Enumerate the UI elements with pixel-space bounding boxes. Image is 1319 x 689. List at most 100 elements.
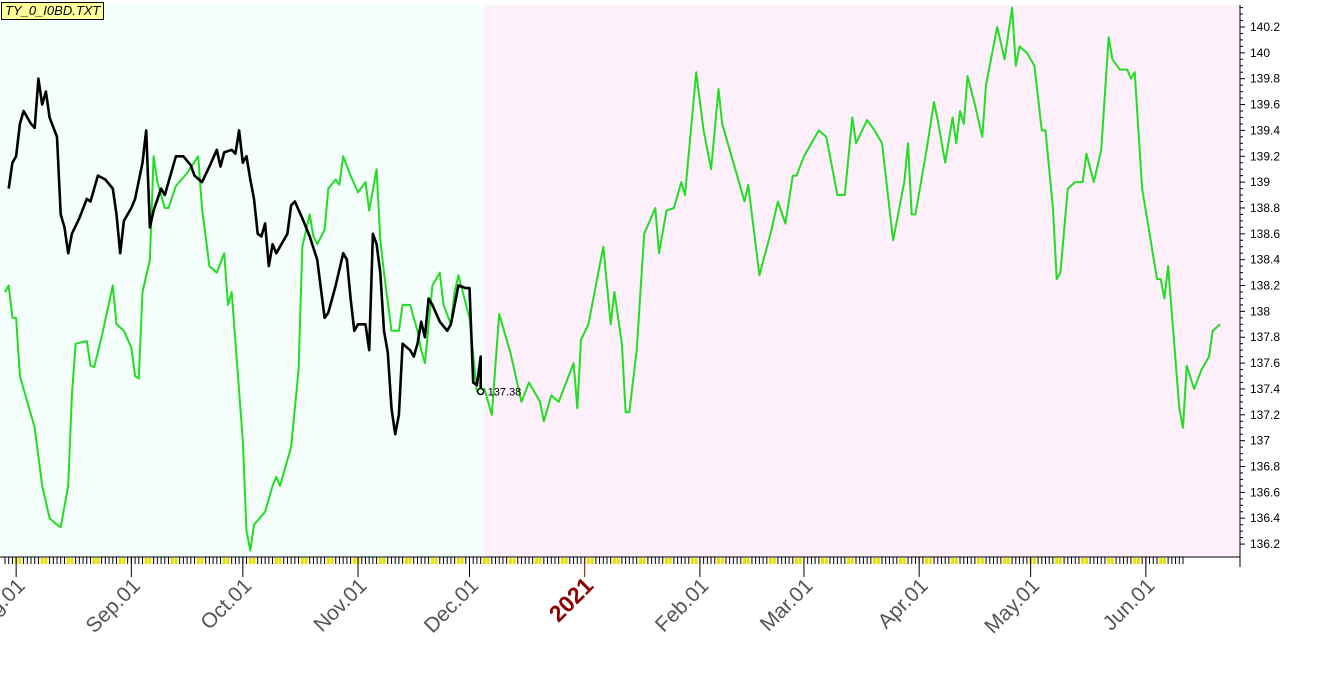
y-tick-label: 137 (1250, 434, 1270, 448)
x-tick-label: Jun.01 (1099, 574, 1160, 635)
weekend-tick (118, 558, 122, 564)
weekend-tick (902, 558, 906, 564)
weekend-tick (330, 558, 334, 564)
weekend-tick (769, 558, 773, 564)
weekend-tick (300, 558, 304, 564)
weekend-tick (538, 558, 542, 564)
weekend-tick (564, 558, 568, 564)
y-tick-label: 136.4 (1250, 511, 1280, 525)
weekend-tick (408, 558, 412, 564)
weekend-tick (430, 558, 434, 564)
weekend-tick (222, 558, 226, 564)
weekend-tick (925, 558, 929, 564)
weekend-tick (1110, 558, 1114, 564)
weekend-tick (664, 558, 668, 564)
x-axis: Aug.01 Sep.01 Oct.01 Nov.01 Dec.01 2021 Feb.01… (0, 556, 1240, 638)
weekend-tick (404, 558, 408, 564)
y-tick-label: 136.8 (1250, 460, 1280, 474)
weekend-tick (1136, 558, 1140, 564)
weekend-tick (434, 558, 438, 564)
weekend-tick (148, 558, 152, 564)
y-tick-label: 138.2 (1250, 279, 1280, 293)
weekend-tick (1003, 558, 1007, 564)
weekend-tick (847, 558, 851, 564)
weekend-tick (668, 558, 672, 564)
y-tick-label: 136.6 (1250, 485, 1280, 499)
weekend-tick (456, 558, 460, 564)
y-tick-label: 137.4 (1250, 382, 1280, 396)
weekend-tick (352, 558, 356, 564)
weekend-tick (534, 558, 538, 564)
weekend-tick (18, 558, 22, 564)
weekend-tick (248, 558, 252, 564)
weekend-tick (612, 558, 616, 564)
y-tick-label: 137.6 (1250, 356, 1280, 370)
weekend-tick (508, 558, 512, 564)
weekend-tick (690, 558, 694, 564)
y-tick-label: 138 (1250, 304, 1270, 318)
weekend-tick (642, 558, 646, 564)
x-tick-label: Dec.01 (420, 574, 483, 637)
weekend-tick (716, 558, 720, 564)
weekend-tick (743, 558, 747, 564)
y-tick-label: 140.2 (1250, 20, 1280, 34)
weekend-tick (586, 558, 590, 564)
weekend-tick (482, 558, 486, 564)
weekend-tick (66, 558, 70, 564)
forecast-background (484, 5, 1241, 557)
weekend-tick (174, 558, 178, 564)
weekend-tick (274, 558, 278, 564)
x-tick-label: May.01 (980, 574, 1044, 638)
weekend-tick (1107, 558, 1111, 564)
weekend-tick (1162, 558, 1166, 564)
y-axis: 136.2 136.4 136.6 136.8 137 137.2 137.4 137.6 13… (1239, 5, 1280, 567)
weekend-tick (70, 558, 74, 564)
weekend-tick (873, 558, 877, 564)
weekend-tick (638, 558, 642, 564)
last-value-marker: 137.38 (476, 387, 522, 399)
weekend-tick (928, 558, 932, 564)
weekend-tick (304, 558, 308, 564)
weekend-tick (798, 558, 802, 564)
weekend-tick (951, 558, 955, 564)
last-value-label: 137.38 (488, 387, 522, 399)
weekend-tick (122, 558, 126, 564)
weekend-tick (486, 558, 490, 564)
weekend-tick (512, 558, 516, 564)
weekend-tick (382, 558, 386, 564)
y-tick-label: 139.6 (1250, 98, 1280, 112)
weekend-tick (590, 558, 594, 564)
weekend-tick (720, 558, 724, 564)
weekend-tick (252, 558, 256, 564)
weekend-tick (821, 558, 825, 564)
history-background (0, 5, 485, 557)
y-tick-label: 140 (1250, 46, 1270, 60)
weekend-tick (170, 558, 174, 564)
weekend-tick (226, 558, 230, 564)
weekend-tick (1159, 558, 1163, 564)
weekend-tick (616, 558, 620, 564)
weekend-tick (200, 558, 204, 564)
weekend-tick (560, 558, 564, 564)
weekend-tick (980, 558, 984, 564)
weekend-tick (96, 558, 100, 564)
weekend-tick (1032, 558, 1036, 564)
weekend-tick (1084, 558, 1088, 564)
weekend-tick (954, 558, 958, 564)
forecast-line (4, 6, 1221, 552)
weekend-tick (850, 558, 854, 564)
weekend-tick (144, 558, 148, 564)
history-line (7, 77, 482, 436)
weekend-tick (876, 558, 880, 564)
weekend-tick (92, 558, 96, 564)
last-value-dot (476, 387, 485, 396)
y-tick-label: 138.8 (1250, 201, 1280, 215)
weekend-tick (40, 558, 44, 564)
y-tick-label: 137.2 (1250, 408, 1280, 422)
weekend-tick (772, 558, 776, 564)
y-tick-label: 137.8 (1250, 330, 1280, 344)
weekend-tick (460, 558, 464, 564)
weekend-tick (1133, 558, 1137, 564)
x-tick-label: Apr.01 (873, 574, 932, 633)
